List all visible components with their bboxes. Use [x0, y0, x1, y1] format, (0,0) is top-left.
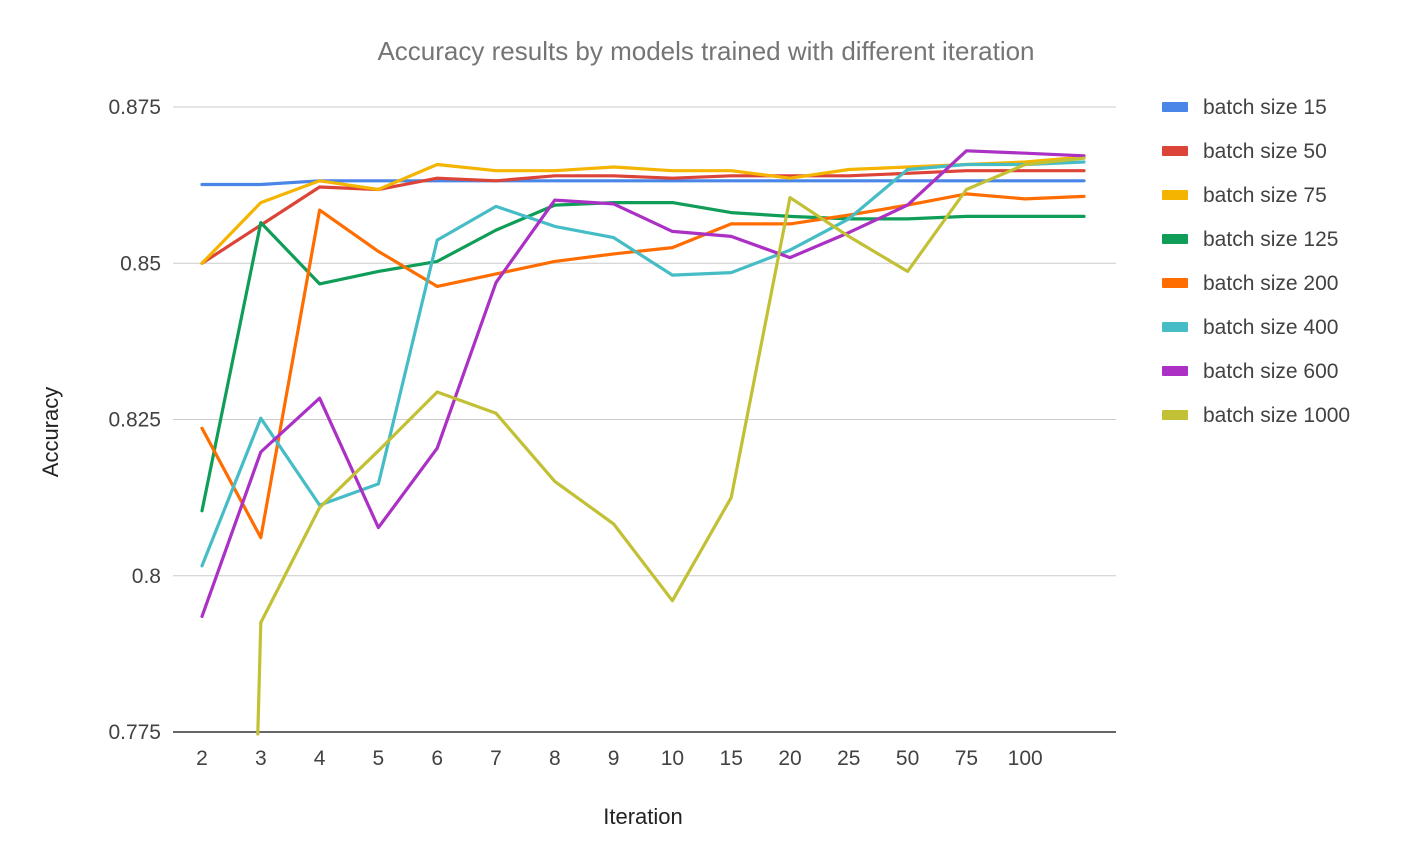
series-line [259, 156, 1086, 625]
x-tick-label: 3 [255, 747, 267, 770]
series-line [200, 201, 1086, 513]
legend-swatch [1162, 190, 1188, 200]
legend-label: batch size 600 [1203, 360, 1338, 383]
x-axis-ticks: 2 3 4 5 6 7 8 9 10 15 20 25 50 75 100 [196, 747, 1043, 770]
y-tick-label: 0.825 [108, 409, 161, 432]
y-axis-title: Accuracy [38, 387, 63, 477]
x-tick-label: 9 [608, 747, 620, 770]
legend-swatch [1162, 322, 1188, 332]
series-line-extension [256, 621, 263, 736]
x-tick-label: 8 [549, 747, 561, 770]
legend-label: batch size 15 [1203, 96, 1327, 119]
x-tick-label: 4 [314, 747, 326, 770]
legend-swatch [1162, 366, 1188, 376]
legend-swatch [1162, 102, 1188, 112]
x-tick-label: 2 [196, 747, 208, 770]
y-tick-label: 0.8 [132, 565, 161, 588]
legend-swatch [1162, 278, 1188, 288]
legend-label: batch size 400 [1203, 316, 1338, 339]
series-line [200, 169, 1086, 265]
legend-swatch [1162, 146, 1188, 156]
legend-label: batch size 1000 [1203, 404, 1350, 427]
series-line [200, 179, 1086, 187]
x-tick-label: 75 [955, 747, 978, 770]
x-tick-label: 15 [720, 747, 743, 770]
legend-label: batch size 75 [1203, 184, 1327, 207]
x-tick-label: 25 [837, 747, 860, 770]
series-line [200, 160, 1086, 568]
x-tick-label: 10 [661, 747, 684, 770]
legend-swatch [1162, 234, 1188, 244]
y-tick-label: 0.775 [108, 721, 161, 744]
y-tick-label: 0.85 [120, 252, 161, 275]
legend-swatch [1162, 410, 1188, 420]
x-tick-label: 6 [431, 747, 443, 770]
legend: batch size 15 batch size 50 batch size 75 b… [1162, 96, 1350, 427]
x-tick-label: 50 [896, 747, 919, 770]
legend-label: batch size 50 [1203, 140, 1327, 163]
x-axis-title: Iteration [603, 804, 683, 829]
y-axis-ticks: 0.775 0.8 0.825 0.85 0.875 [108, 96, 161, 744]
series-line [200, 149, 1086, 618]
legend-label: batch size 125 [1203, 228, 1338, 251]
y-tick-label: 0.875 [108, 96, 161, 119]
x-tick-label: 20 [778, 747, 801, 770]
x-tick-label: 100 [1008, 747, 1043, 770]
series-line [200, 192, 1086, 540]
series-lines [200, 149, 1086, 736]
x-tick-label: 5 [373, 747, 385, 770]
x-tick-label: 7 [490, 747, 502, 770]
legend-label: batch size 200 [1203, 272, 1338, 295]
chart-title: Accuracy results by models trained with … [377, 36, 1034, 66]
gridlines [173, 106, 1116, 733]
